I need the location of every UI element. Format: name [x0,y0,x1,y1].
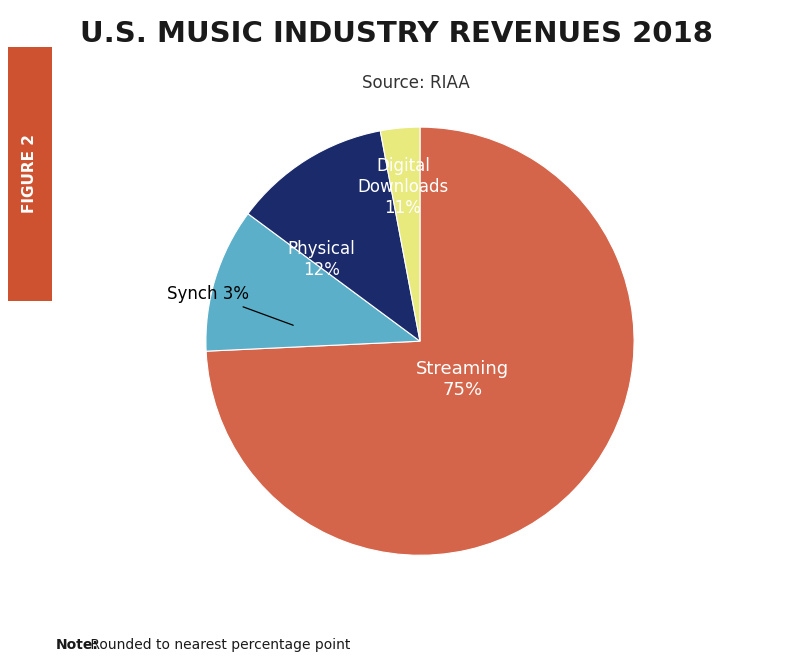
Text: Note:: Note: [56,638,99,652]
Text: FIGURE 2: FIGURE 2 [22,134,38,213]
Text: Physical
12%: Physical 12% [288,240,355,279]
Wedge shape [248,131,420,341]
Wedge shape [206,127,634,555]
Wedge shape [380,127,420,341]
Text: Source: RIAA: Source: RIAA [362,74,470,92]
Text: Streaming
75%: Streaming 75% [416,361,510,399]
Text: Digital
Downloads
11%: Digital Downloads 11% [358,157,449,217]
Text: Rounded to nearest percentage point: Rounded to nearest percentage point [86,638,350,652]
Wedge shape [206,214,420,351]
Text: U.S. MUSIC INDUSTRY REVENUES 2018: U.S. MUSIC INDUSTRY REVENUES 2018 [80,20,713,48]
Text: Synch 3%: Synch 3% [167,285,294,325]
